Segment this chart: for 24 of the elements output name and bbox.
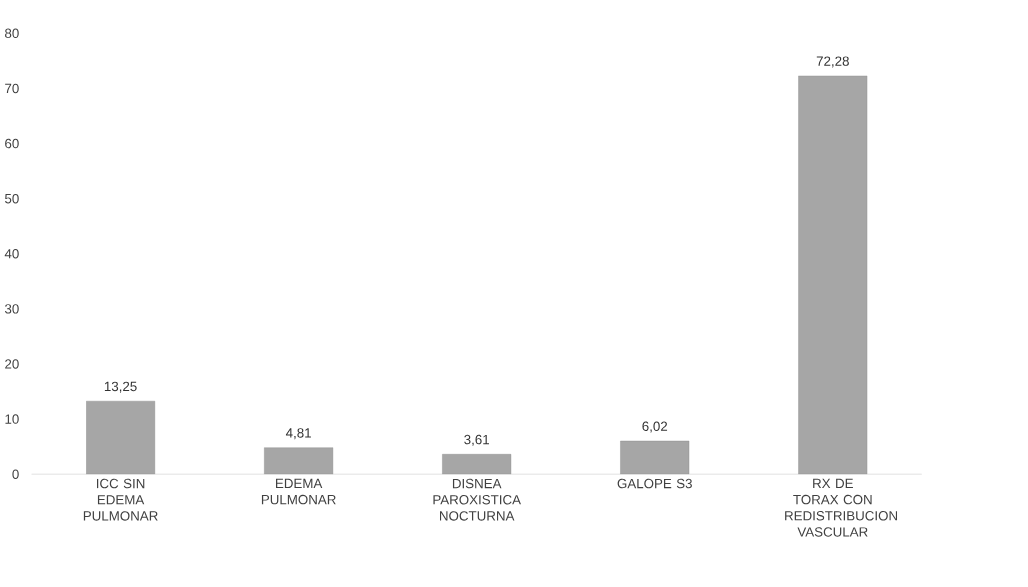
y-tick-label: 0 <box>12 469 19 480</box>
data-label: 4,81 <box>285 428 311 440</box>
x-tick-label: GALOPE S3 <box>617 479 692 489</box>
x-tick-label: RX DE TORAX CON REDISTRIBUCION VASCULAR <box>785 479 898 537</box>
y-tick-label: 80 <box>5 28 19 39</box>
y-tick-label: 60 <box>5 139 19 149</box>
data-label: 6,02 <box>642 421 668 433</box>
data-label: 13,25 <box>104 381 137 393</box>
x-tick-label: DISNEA PAROXISTICA NOCTURNA <box>433 479 521 521</box>
bar <box>86 401 156 475</box>
bar <box>264 447 334 475</box>
y-tick-label: 70 <box>5 83 19 94</box>
data-label: 3,61 <box>464 435 489 447</box>
bar <box>442 454 512 475</box>
y-tick-label: 30 <box>4 304 19 314</box>
bar <box>798 75 868 475</box>
y-tick-label: 50 <box>4 194 19 204</box>
y-tick-label: 20 <box>5 359 19 369</box>
x-tick-label: EDEMA PULMONAR <box>261 479 336 505</box>
x-tick-label: ICC SIN EDEMA PULMONAR <box>83 479 158 521</box>
bar <box>620 441 690 475</box>
data-label: 72,28 <box>816 56 849 68</box>
y-tick-label: 10 <box>5 414 19 425</box>
y-tick-label: 40 <box>4 249 19 259</box>
